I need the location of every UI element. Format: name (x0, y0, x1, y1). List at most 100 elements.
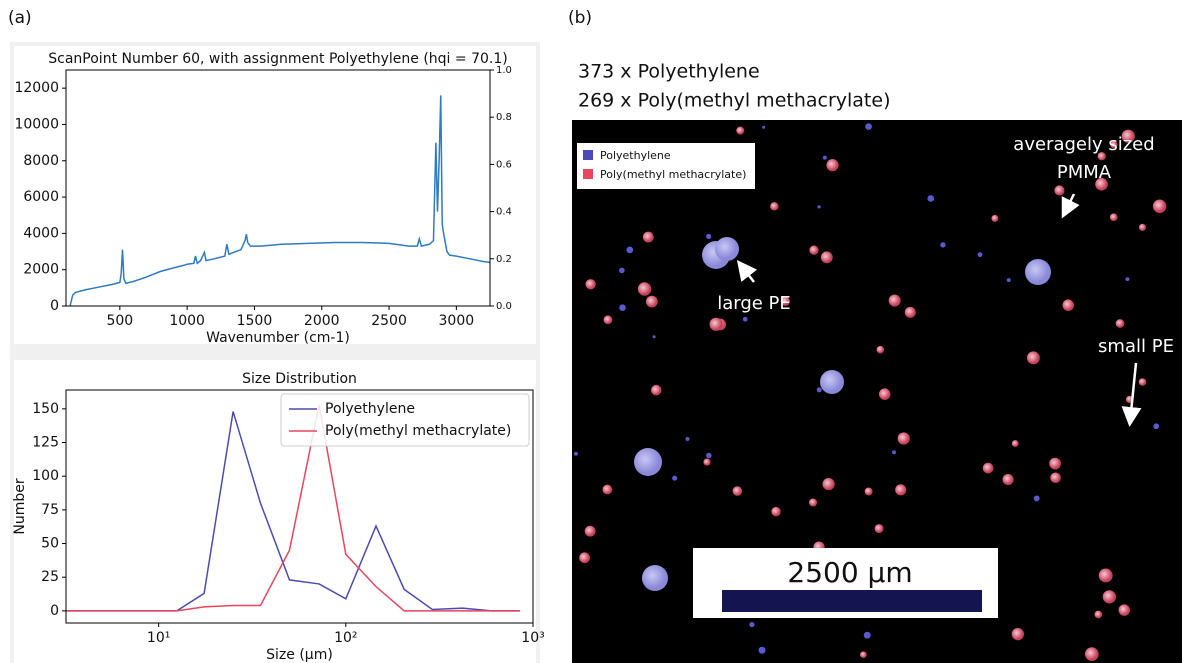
scale-bar-label: 2500 µm (787, 556, 912, 589)
particle (1011, 440, 1019, 447)
y-tick-label: 0 (50, 603, 59, 619)
particle (888, 294, 901, 307)
arrow (1061, 193, 1080, 219)
particle (822, 478, 835, 491)
particle (1011, 627, 1024, 641)
particle (991, 214, 999, 222)
particle (651, 384, 662, 396)
particle (1049, 457, 1061, 470)
particle (706, 233, 712, 239)
particle (876, 345, 885, 354)
particle (1121, 129, 1135, 143)
particle (706, 452, 712, 459)
particle (977, 252, 983, 258)
scale-bar (722, 590, 982, 612)
annotation: small PE (1098, 336, 1174, 357)
arrow (736, 260, 758, 283)
y2-tick-label: 0.0 (496, 301, 512, 312)
particle (1062, 299, 1074, 311)
series-line (69, 95, 490, 306)
particles (573, 123, 1167, 661)
particle (820, 370, 844, 394)
y-tick-label: 10000 (14, 116, 59, 132)
y2-tick-label: 0.4 (496, 207, 512, 218)
legend-label: Polyethylene (325, 401, 415, 417)
y-tick-label: 50 (41, 536, 59, 552)
particle (1109, 213, 1118, 222)
legend-box (280, 393, 530, 447)
y-tick-label: 100 (32, 468, 59, 484)
x-tick-label: 3000 (439, 313, 475, 329)
particle (584, 525, 596, 537)
y-tick-label: 125 (32, 435, 59, 451)
y2-tick-label: 0.2 (496, 254, 512, 265)
x-tick-label: 2000 (304, 313, 340, 329)
series-line (66, 411, 520, 612)
y2-tick-label: 0.8 (496, 112, 512, 123)
annotation: averagely sized (1013, 134, 1154, 155)
particle (826, 159, 839, 172)
particle (626, 246, 634, 254)
particle (1033, 495, 1040, 502)
count-label: 269 x Poly(methyl methacrylate) (578, 90, 891, 112)
particle (685, 437, 690, 441)
particle (652, 335, 656, 339)
particle (897, 432, 910, 445)
chart-title: Size Distribution (242, 371, 357, 387)
particle (603, 315, 613, 325)
particle (860, 651, 867, 659)
annotation: large PE (717, 293, 791, 314)
particle (1098, 568, 1113, 583)
particle (863, 631, 871, 639)
particle (1002, 473, 1014, 486)
particle (1095, 177, 1108, 191)
particle (1094, 610, 1103, 619)
particle (1050, 472, 1061, 484)
x-tick-label: 2500 (371, 313, 407, 329)
panel-label: (a) (8, 8, 32, 28)
particle (1110, 141, 1118, 149)
particle (927, 195, 935, 202)
plot-frame (65, 69, 491, 307)
particle (619, 267, 625, 274)
x-tick-label: 10³ (521, 630, 544, 646)
y-tick-label: 2000 (23, 262, 59, 278)
particle (619, 304, 626, 311)
particle (715, 237, 739, 261)
count-label: 373 x Polyethylene (578, 61, 760, 83)
legend-swatch (583, 150, 593, 160)
x-tick-label: 1500 (237, 313, 273, 329)
x-tick-label: 500 (106, 313, 133, 329)
particle (817, 205, 821, 209)
particle (1085, 647, 1099, 661)
particle (1102, 590, 1116, 604)
y-tick-label: 12000 (14, 80, 59, 96)
particle (874, 524, 884, 534)
particle (1025, 259, 1051, 285)
particle (780, 296, 790, 306)
particle (762, 125, 766, 129)
particle (1153, 423, 1160, 430)
particle (642, 565, 668, 591)
particle (1006, 278, 1011, 283)
y-tick-label: 25 (41, 569, 59, 585)
particle (865, 123, 872, 130)
chart-title: ScanPoint Number 60, with assignment Pol… (48, 51, 507, 67)
legend-swatch (583, 169, 593, 179)
particle (634, 448, 662, 476)
y-tick-label: 150 (32, 401, 59, 417)
particle (749, 621, 755, 628)
particle (895, 484, 907, 496)
legend-label: Polyethylene (600, 149, 671, 162)
spectrum-box (14, 46, 536, 344)
particle (1138, 223, 1146, 231)
x-tick-label: 10² (334, 630, 357, 646)
annotation: PMMA (1057, 162, 1112, 183)
particle (732, 486, 743, 496)
particle (579, 552, 590, 564)
x-tick-label: 10¹ (147, 630, 170, 646)
particle (742, 316, 748, 322)
particle (816, 387, 822, 393)
particle (1026, 351, 1040, 365)
